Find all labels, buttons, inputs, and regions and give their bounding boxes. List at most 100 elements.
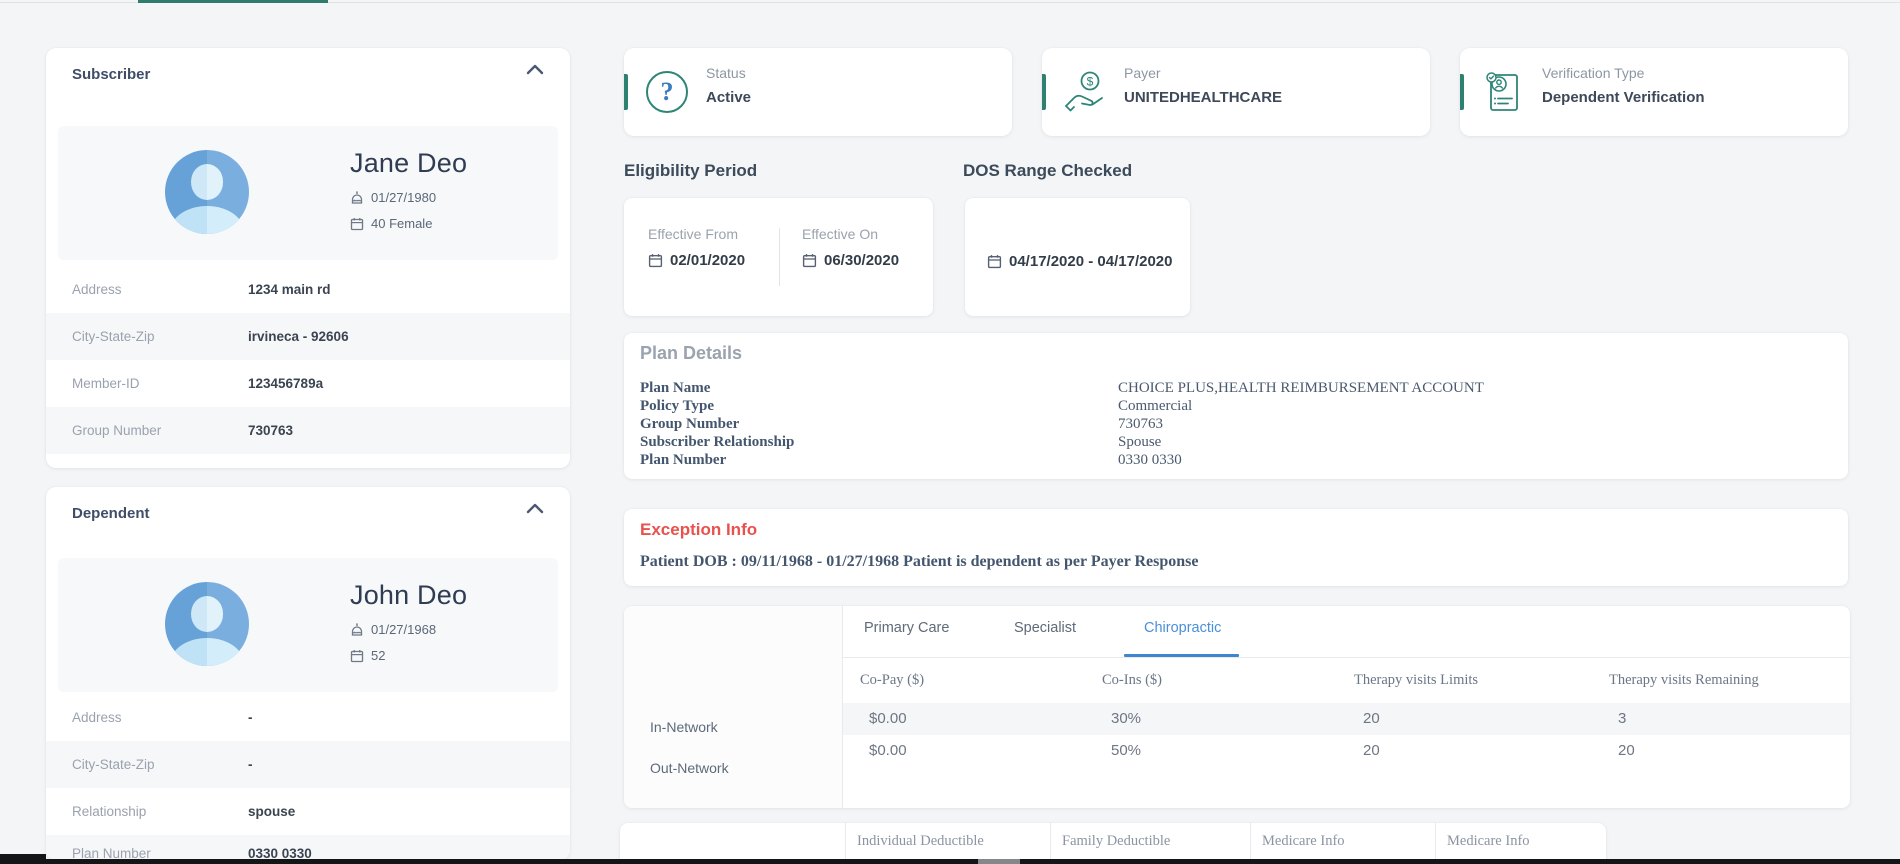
column-header: Co-Pay ($) xyxy=(860,672,925,688)
cell-divider xyxy=(1435,823,1436,864)
plan-detail-label: Plan Number xyxy=(640,452,727,468)
dos-range-card: 04/17/2020 - 04/17/2020 xyxy=(965,198,1190,316)
subscriber-age-gender: 40 Female xyxy=(371,216,433,231)
dependent-panel-title: Dependent xyxy=(72,505,150,522)
field-value: 1234 main rd xyxy=(248,282,331,297)
payer-card: $ Payer UNITEDHEALTHCARE xyxy=(1042,48,1430,136)
plan-details-title: Plan Details xyxy=(640,343,743,363)
payer-label: Payer xyxy=(1124,65,1161,81)
plan-detail-row: Plan Name CHOICE PLUS,HEALTH REIMBURSEME… xyxy=(640,379,1484,397)
column-header: Therapy visits Remaining xyxy=(1609,672,1759,688)
plan-detail-value: 730763 xyxy=(1118,416,1163,432)
tab-chiropractic[interactable]: Chiropractic xyxy=(1144,620,1222,636)
table-row-stripe xyxy=(843,703,1850,735)
plan-detail-label: Policy Type xyxy=(640,398,715,414)
active-tab-underline xyxy=(1124,654,1239,657)
verification-type-label: Verification Type xyxy=(1542,65,1645,81)
field-label: Relationship xyxy=(72,804,147,819)
field-label: City-State-Zip xyxy=(72,329,155,344)
plan-detail-row: Plan Number 0330 0330 xyxy=(640,451,1182,469)
field-row: Plan Number 0330 0330 xyxy=(46,835,570,860)
dos-range-value: 04/17/2020 - 04/17/2020 xyxy=(1009,253,1173,270)
bottom-system-bar xyxy=(0,859,1900,864)
subscriber-name: Jane Deo xyxy=(350,148,468,178)
field-label: Group Number xyxy=(72,423,162,438)
verification-type-value: Dependent Verification xyxy=(1542,89,1705,106)
tab-primary-care[interactable]: Primary Care xyxy=(864,620,950,636)
dependent-profile-box: John Deo 01/27/1968 52 xyxy=(58,558,558,692)
column-header: Family Deductible xyxy=(1062,833,1171,849)
plan-detail-row: Policy Type Commercial xyxy=(640,397,1192,415)
verification-type-card: Verification Type Dependent Verification xyxy=(1460,48,1848,136)
field-label: Address xyxy=(72,282,122,297)
subscriber-panel: Subscriber Jane Deo 01/27/1980 xyxy=(46,48,570,468)
payer-hand-dollar-icon: $ xyxy=(1065,71,1103,112)
field-value: irvineca - 92606 xyxy=(248,329,349,344)
exception-info-title: Exception Info xyxy=(640,520,758,539)
calendar-icon xyxy=(987,255,1002,269)
plan-detail-value: 0330 0330 xyxy=(1118,452,1182,468)
bottom-system-bar-notch xyxy=(978,859,1020,864)
bottom-system-bar-corner xyxy=(0,854,46,864)
status-value: Active xyxy=(706,89,752,106)
field-row: City-State-Zip - xyxy=(46,741,570,788)
benefits-row-label-column: In-Network Out-Network xyxy=(624,606,843,808)
effective-from-label: Effective From xyxy=(648,226,738,242)
accent-bar xyxy=(1460,74,1464,110)
field-label: Plan Number xyxy=(72,846,151,860)
birthday-cake-icon xyxy=(351,190,363,204)
table-cell: $0.00 xyxy=(869,742,907,759)
calendar-icon xyxy=(350,649,364,662)
field-row: Member-ID 123456789a xyxy=(46,360,570,407)
birthday-cake-icon xyxy=(351,622,363,636)
field-value: - xyxy=(248,710,253,725)
eligibility-period-title: Eligibility Period xyxy=(624,161,758,180)
field-value: spouse xyxy=(248,804,296,819)
subscriber-profile-box: Jane Deo 01/27/1980 40 Female xyxy=(58,126,558,260)
field-row: City-State-Zip irvineca - 92606 xyxy=(46,313,570,360)
divider xyxy=(779,228,780,286)
dos-range-title: DOS Range Checked xyxy=(963,161,1133,180)
field-row: Relationship spouse xyxy=(46,788,570,835)
plan-details-card: Plan Details Plan Name CHOICE PLUS,HEALT… xyxy=(624,333,1848,479)
status-card: ? Status Active xyxy=(624,48,1012,136)
field-label: Member-ID xyxy=(72,376,140,391)
subscriber-collapse-button[interactable] xyxy=(526,64,548,80)
effective-on-label: Effective On xyxy=(802,226,879,242)
table-cell: 30% xyxy=(1111,710,1142,727)
exception-info-card: Exception Info Patient DOB : 09/11/1968 … xyxy=(624,509,1848,586)
table-cell: 3 xyxy=(1618,710,1627,727)
dependent-panel: Dependent John Deo 01/27/1968 xyxy=(46,487,570,860)
field-row: Address - xyxy=(46,694,570,741)
cell-divider xyxy=(1250,823,1251,864)
field-value: 123456789a xyxy=(248,376,324,391)
calendar-icon xyxy=(350,217,364,230)
network-row-label: Out-Network xyxy=(650,760,729,776)
plan-detail-value: CHOICE PLUS,HEALTH REIMBURSEMENT ACCOUNT xyxy=(1118,380,1484,396)
active-tab-underline xyxy=(138,0,328,3)
status-question-icon: ? xyxy=(646,71,688,113)
exception-info-text: Patient DOB : 09/11/1968 - 01/27/1968 Pa… xyxy=(640,553,1199,570)
status-label: Status xyxy=(706,65,746,81)
column-header: Co-Ins ($) xyxy=(1102,672,1163,688)
plan-detail-row: Group Number 730763 xyxy=(640,415,1163,433)
subscriber-avatar xyxy=(165,150,249,234)
tab-specialist[interactable]: Specialist xyxy=(1014,620,1077,636)
calendar-icon xyxy=(802,254,817,268)
chevron-up-icon xyxy=(526,64,544,75)
plan-detail-label: Group Number xyxy=(640,416,740,432)
plan-detail-value: Spouse xyxy=(1118,434,1162,450)
chevron-up-icon xyxy=(526,503,544,514)
dependent-name: John Deo xyxy=(350,580,468,610)
field-row: Group Number 730763 xyxy=(46,407,570,454)
cell-divider xyxy=(845,823,846,864)
cell-divider xyxy=(1050,823,1051,864)
calendar-icon xyxy=(648,254,663,268)
accent-bar xyxy=(1042,74,1046,110)
field-row: Address 1234 main rd xyxy=(46,266,570,313)
benefits-table: In-Network Out-Network Primary Care Spec… xyxy=(624,606,1850,808)
dependent-collapse-button[interactable] xyxy=(526,503,548,519)
subscriber-dob: 01/27/1980 xyxy=(371,190,437,205)
table-cell: 20 xyxy=(1363,742,1380,759)
plan-detail-row: Subscriber Relationship Spouse xyxy=(640,433,1161,451)
